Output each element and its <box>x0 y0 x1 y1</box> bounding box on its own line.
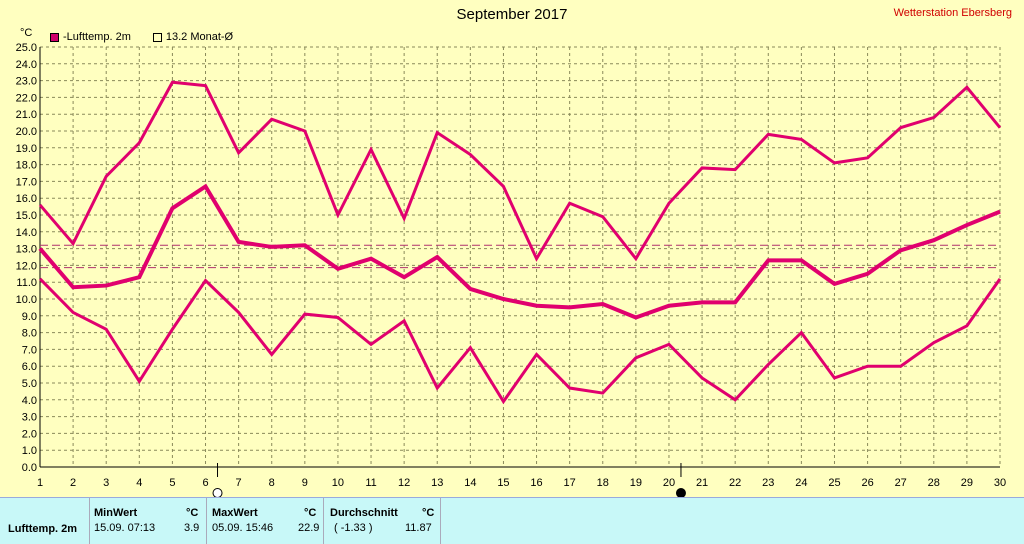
stats-min-header: MinWert <box>94 507 137 519</box>
y-tick-label: 4.0 <box>22 395 37 407</box>
stats-avg-unit: °C <box>422 507 434 519</box>
y-tick-label: 13.0 <box>16 244 37 256</box>
y-tick-label: 20.0 <box>16 126 37 138</box>
x-tick-label: 29 <box>961 477 973 489</box>
stats-panel: Lufttemp. 2m MinWert °C 15.09. 07:13 3.9… <box>0 497 1024 544</box>
y-tick-label: 11.0 <box>16 277 37 289</box>
new-moon-icon <box>676 489 685 498</box>
y-tick-label: 0.0 <box>22 462 37 474</box>
y-tick-label: 8.0 <box>22 328 37 340</box>
stats-label-cell: Lufttemp. 2m <box>0 498 90 544</box>
x-tick-label: 22 <box>729 477 741 489</box>
legend: -Lufttemp. 2m 13.2 Monat-Ø <box>50 31 233 43</box>
legend-swatch-avg <box>153 33 162 42</box>
x-tick-label: 8 <box>269 477 275 489</box>
x-tick-label: 6 <box>202 477 208 489</box>
x-tick-label: 30 <box>994 477 1006 489</box>
y-tick-label: 7.0 <box>22 344 37 356</box>
stats-max-value: 22.9 <box>298 522 319 534</box>
stats-max-when: 05.09. 15:46 <box>212 522 273 534</box>
full-moon-icon <box>213 489 222 498</box>
y-tick-label: 1.0 <box>22 445 37 457</box>
x-tick-label: 7 <box>236 477 242 489</box>
y-tick-label: 3.0 <box>22 412 37 424</box>
series-line-avg <box>40 186 1000 317</box>
stats-min-unit: °C <box>186 507 198 519</box>
legend-label-avg: 13.2 Monat-Ø <box>166 31 233 43</box>
x-tick-label: 25 <box>828 477 840 489</box>
x-tick-label: 23 <box>762 477 774 489</box>
x-tick-label: 20 <box>663 477 675 489</box>
x-tick-label: 24 <box>795 477 807 489</box>
x-tick-label: 3 <box>103 477 109 489</box>
x-tick-label: 16 <box>530 477 542 489</box>
legend-swatch-temp <box>50 33 59 42</box>
y-tick-label: 24.0 <box>16 59 37 71</box>
x-tick-label: 14 <box>464 477 476 489</box>
stats-max-cell: MaxWert °C 05.09. 15:46 22.9 <box>207 498 324 544</box>
legend-label-temp: -Lufttemp. 2m <box>63 31 131 43</box>
y-tick-label: 14.0 <box>16 227 37 239</box>
y-tick-label: 19.0 <box>16 143 37 155</box>
y-tick-label: 12.0 <box>16 260 37 272</box>
x-tick-label: 11 <box>365 477 376 489</box>
x-tick-label: 12 <box>398 477 410 489</box>
y-tick-label: 5.0 <box>22 378 37 390</box>
stats-avg-dev: ( -1.33 ) <box>334 522 373 534</box>
station-name: Wetterstation Ebersberg <box>894 7 1012 19</box>
x-tick-label: 17 <box>564 477 576 489</box>
x-tick-label: 19 <box>630 477 642 489</box>
y-tick-label: 21.0 <box>16 109 37 121</box>
x-tick-label: 9 <box>302 477 308 489</box>
y-tick-label: 9.0 <box>22 311 37 323</box>
x-tick-label: 15 <box>497 477 509 489</box>
y-tick-label: 16.0 <box>16 193 37 205</box>
y-tick-label: 17.0 <box>16 176 37 188</box>
y-axis-label: °C <box>20 27 32 39</box>
x-tick-label: 27 <box>895 477 907 489</box>
x-tick-label: 26 <box>861 477 873 489</box>
y-tick-label: 22.0 <box>16 92 37 104</box>
stats-avg-value: 11.87 <box>405 522 432 534</box>
x-tick-label: 18 <box>597 477 609 489</box>
x-tick-label: 1 <box>37 477 43 489</box>
y-tick-label: 2.0 <box>22 428 37 440</box>
stats-row-label: Lufttemp. 2m <box>8 523 77 535</box>
y-tick-label: 18.0 <box>16 160 37 172</box>
y-tick-label: 23.0 <box>16 76 37 88</box>
chart-title: September 2017 <box>0 6 1024 23</box>
stats-max-unit: °C <box>304 507 316 519</box>
chart: 0.01.02.03.04.05.06.07.08.09.010.011.012… <box>0 0 1024 497</box>
y-tick-label: 10.0 <box>16 294 37 306</box>
x-tick-label: 4 <box>136 477 142 489</box>
stats-avg-header: Durchschnitt <box>330 507 398 519</box>
stats-avg-cell: Durchschnitt °C ( -1.33 ) 11.87 <box>324 498 441 544</box>
x-tick-label: 21 <box>696 477 708 489</box>
y-tick-label: 25.0 <box>16 42 37 54</box>
x-tick-label: 13 <box>431 477 443 489</box>
stats-max-header: MaxWert <box>212 507 258 519</box>
x-tick-label: 10 <box>332 477 344 489</box>
stats-min-when: 15.09. 07:13 <box>94 522 155 534</box>
stats-min-value: 3.9 <box>184 522 199 534</box>
x-tick-label: 5 <box>169 477 175 489</box>
x-tick-label: 28 <box>928 477 940 489</box>
y-tick-label: 15.0 <box>16 210 37 222</box>
x-tick-label: 2 <box>70 477 76 489</box>
stats-min-cell: MinWert °C 15.09. 07:13 3.9 <box>90 498 207 544</box>
y-tick-label: 6.0 <box>22 361 37 373</box>
